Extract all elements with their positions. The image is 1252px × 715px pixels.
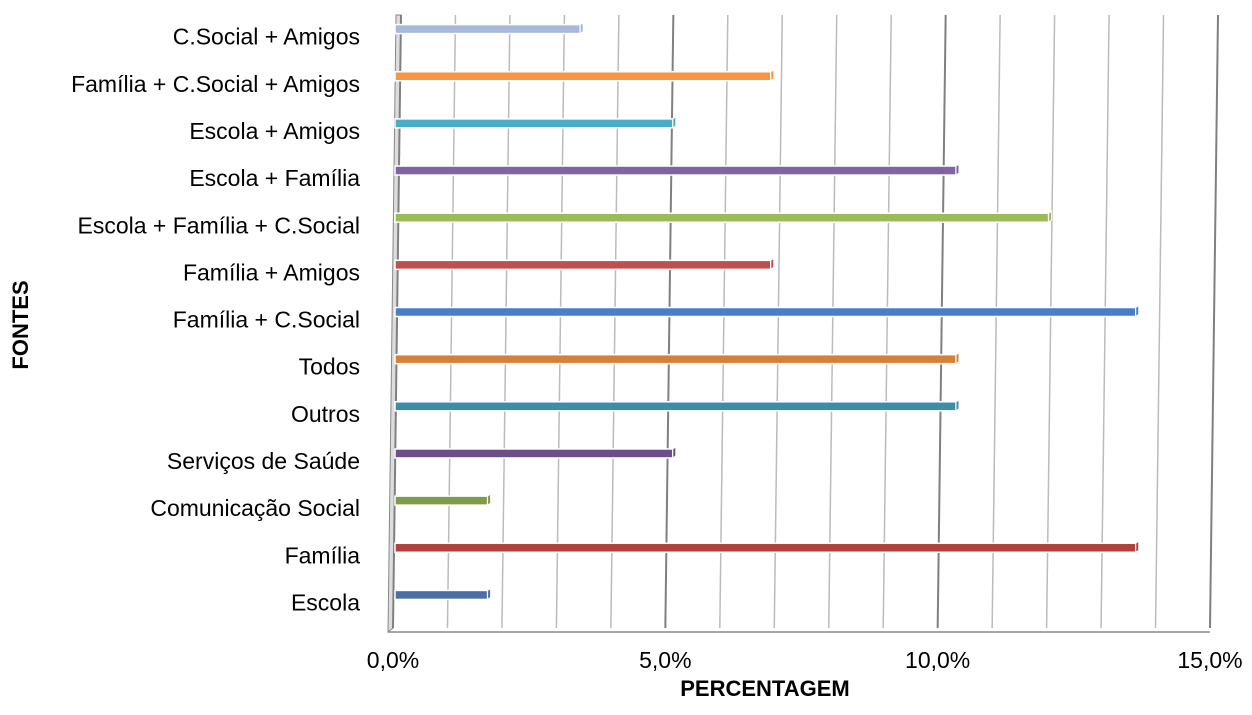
y-tick-label: Família	[285, 542, 361, 568]
bar	[394, 589, 489, 601]
minor-grid-line	[555, 14, 566, 629]
minor-grid-line	[773, 14, 784, 629]
minor-grid-line	[446, 14, 457, 629]
x-tick-label: 10,0%	[905, 647, 970, 673]
bar-end	[672, 115, 677, 129]
y-tick-label: Família + Amigos	[183, 259, 360, 285]
y-axis-title: FONTES	[8, 280, 33, 369]
bar-end	[770, 68, 775, 82]
bar	[394, 23, 581, 35]
bar-end	[1048, 210, 1053, 224]
minor-grid-line	[882, 14, 892, 629]
bar	[394, 542, 1137, 554]
bar	[394, 118, 674, 129]
y-tick-label: C.Social + Amigos	[173, 24, 360, 50]
bar	[394, 212, 1050, 223]
minor-grid-line	[610, 14, 620, 629]
y-tick-label: Escola + Família + C.Social	[77, 212, 360, 238]
grid-line	[664, 14, 675, 629]
bar	[394, 70, 772, 82]
minor-grid-line	[1154, 14, 1165, 629]
minor-grid-line	[1100, 14, 1110, 629]
x-tick-label: 15,0%	[1177, 647, 1242, 673]
bar	[394, 165, 957, 176]
y-tick-label: Comunicação Social	[150, 495, 360, 521]
grid-line	[392, 14, 402, 629]
bar-end	[955, 398, 960, 412]
minor-grid-line	[991, 14, 1001, 629]
bar	[394, 353, 957, 365]
bar-end	[770, 257, 775, 271]
bar-end	[672, 446, 677, 459]
bar	[394, 495, 489, 506]
y-tick-label: Escola + Amigos	[189, 118, 360, 144]
minor-grid-line	[719, 14, 729, 629]
y-tick-label: Escola + Família	[189, 165, 360, 191]
bar-end	[1135, 540, 1140, 554]
grid-line	[936, 14, 947, 629]
bar-end	[487, 587, 492, 601]
bar-end	[579, 21, 584, 35]
bar-end	[487, 493, 492, 507]
y-tick-label: Escola	[291, 590, 360, 616]
y-tick-label: Todos	[299, 354, 360, 380]
y-tick-label: Outros	[291, 401, 360, 427]
bar-end	[955, 351, 960, 365]
grid-line	[1209, 14, 1219, 629]
x-tick-label: 0,0%	[367, 647, 419, 673]
y-tick-label: Serviços de Saúde	[167, 448, 360, 474]
bar-end	[1135, 304, 1140, 318]
y-tick-label: Família + C.Social	[173, 307, 360, 333]
y-tick-label: Família + C.Social + Amigos	[71, 71, 360, 97]
x-axis-title: PERCENTAGEM	[680, 676, 850, 701]
bar	[394, 259, 772, 271]
bar	[394, 401, 957, 412]
minor-grid-line	[1045, 14, 1056, 629]
bar	[394, 448, 674, 459]
x-tick-label: 5,0%	[639, 647, 691, 673]
bar	[394, 306, 1137, 318]
bar-end	[955, 163, 960, 176]
minor-grid-line	[827, 14, 838, 629]
minor-grid-line	[501, 14, 511, 629]
